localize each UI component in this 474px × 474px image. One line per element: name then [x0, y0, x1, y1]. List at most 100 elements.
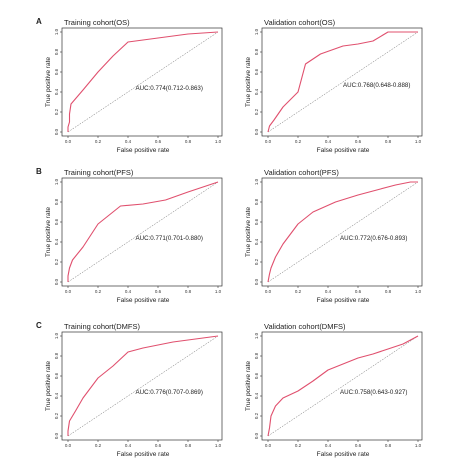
chart-title: Training cohort(DMFS) [64, 322, 140, 331]
plot-frame [261, 177, 423, 287]
y-tick-label: 0.8 [54, 198, 59, 205]
x-tick-label: 0.2 [95, 289, 102, 294]
x-tick-label: 0.6 [355, 443, 362, 448]
y-tick-label: 0.0 [254, 278, 259, 285]
roc-curve [67, 181, 219, 282]
plot-frame [261, 27, 423, 137]
y-tick-label: 0.8 [54, 48, 59, 55]
auc-annotation: AUC:0.776(0.707-0.869) [136, 389, 203, 396]
reference-diagonal [267, 181, 419, 283]
x-tick-label: 0.0 [265, 443, 272, 448]
y-tick-label: 0.6 [54, 68, 59, 75]
roc-curve [67, 335, 219, 436]
x-tick-label: 0.0 [65, 139, 72, 144]
x-tick-label: 1.0 [415, 139, 422, 144]
roc-curve [267, 31, 418, 133]
y-axis-label: True positive rate [245, 57, 252, 107]
y-tick-label: 0.6 [254, 218, 259, 225]
roc-chart-4: Validation cohort(PFS) False positive rat… [245, 168, 423, 304]
y-tick-label: 0.8 [254, 352, 259, 359]
x-tick-label: 0.4 [125, 289, 132, 294]
chart-title: Validation cohort(DMFS) [264, 322, 346, 331]
x-tick-label: 0.8 [185, 139, 192, 144]
x-tick-label: 0.0 [265, 289, 272, 294]
chart-title: Training cohort(PFS) [64, 168, 134, 177]
panel-letter-b: B [36, 167, 42, 176]
auc-annotation: AUC:0.771(0.701-0.880) [136, 235, 203, 242]
y-tick-label: 0.8 [254, 48, 259, 55]
y-axis-label: True positive rate [45, 57, 52, 107]
y-tick-label: 1.0 [54, 332, 59, 339]
y-tick-label: 0.2 [254, 258, 259, 265]
y-tick-label: 1.0 [54, 28, 59, 35]
x-tick-label: 0.0 [65, 443, 72, 448]
x-axis-label: False positive rate [317, 147, 370, 154]
x-tick-label: 1.0 [215, 139, 222, 144]
chart-title: Validation cohort(OS) [264, 18, 336, 27]
y-tick-label: 0.2 [254, 412, 259, 419]
x-tick-label: 0.8 [385, 289, 392, 294]
x-tick-label: 0.4 [325, 139, 332, 144]
reference-diagonal [67, 31, 219, 133]
x-tick-label: 0.4 [325, 443, 332, 448]
y-tick-label: 0.0 [254, 432, 259, 439]
y-tick-label: 0.6 [54, 218, 59, 225]
roc-curve [267, 181, 418, 283]
x-axis-label: False positive rate [317, 297, 370, 304]
y-tick-label: 1.0 [254, 178, 259, 185]
x-tick-label: 0.8 [385, 443, 392, 448]
x-axis-label: False positive rate [117, 147, 170, 154]
y-tick-label: 0.0 [54, 128, 59, 135]
plot-frame [61, 27, 223, 137]
y-tick-label: 0.2 [54, 412, 59, 419]
x-tick-label: 0.6 [355, 289, 362, 294]
y-tick-label: 0.4 [254, 238, 259, 245]
roc-chart-1: Training cohort(OS) False positive rate Tr… [45, 18, 223, 154]
x-tick-label: 1.0 [415, 289, 422, 294]
y-tick-label: 0.6 [254, 68, 259, 75]
y-tick-label: 0.0 [54, 278, 59, 285]
chart-title: Validation cohort(PFS) [264, 168, 339, 177]
x-tick-label: 0.4 [125, 139, 132, 144]
y-tick-label: 0.2 [54, 258, 59, 265]
x-axis-label: False positive rate [117, 297, 170, 304]
reference-diagonal [67, 181, 219, 283]
y-tick-label: 1.0 [54, 178, 59, 185]
x-tick-label: 0.4 [125, 443, 132, 448]
x-axis-label: False positive rate [117, 451, 170, 458]
x-tick-label: 0.6 [155, 443, 162, 448]
x-tick-label: 0.0 [265, 139, 272, 144]
x-tick-label: 1.0 [415, 443, 422, 448]
roc-chart-5: Training cohort(DMFS) False positive rate… [45, 322, 223, 458]
reference-diagonal [267, 31, 419, 133]
y-axis-label: True positive rate [45, 361, 52, 411]
y-tick-label: 0.0 [254, 128, 259, 135]
x-tick-label: 0.6 [155, 289, 162, 294]
auc-annotation: AUC:0.758(0.643-0.927) [340, 389, 407, 396]
y-axis-label: True positive rate [45, 207, 52, 257]
y-tick-label: 0.4 [254, 392, 259, 399]
x-tick-label: 0.2 [295, 139, 302, 144]
x-tick-label: 0.2 [295, 443, 302, 448]
y-tick-label: 0.2 [54, 108, 59, 115]
roc-chart-2: Validation cohort(OS) False positive rate… [245, 18, 423, 154]
x-tick-label: 0.2 [295, 289, 302, 294]
roc-chart-3: Training cohort(PFS) False positive rate T… [45, 168, 223, 304]
roc-curve [67, 31, 219, 132]
auc-annotation: AUC:0.772(0.676-0.893) [340, 235, 407, 242]
y-tick-label: 0.4 [54, 88, 59, 95]
y-tick-label: 0.0 [54, 432, 59, 439]
plot-frame [261, 331, 423, 441]
reference-diagonal [267, 335, 419, 437]
x-tick-label: 0.2 [95, 443, 102, 448]
x-tick-label: 0.8 [385, 139, 392, 144]
roc-curve [267, 335, 419, 437]
chart-title: Training cohort(OS) [64, 18, 130, 27]
x-tick-label: 0.0 [65, 289, 72, 294]
x-tick-label: 0.4 [325, 289, 332, 294]
x-tick-label: 0.8 [185, 289, 192, 294]
reference-diagonal [67, 335, 219, 437]
y-tick-label: 0.8 [54, 352, 59, 359]
y-tick-label: 0.8 [254, 198, 259, 205]
